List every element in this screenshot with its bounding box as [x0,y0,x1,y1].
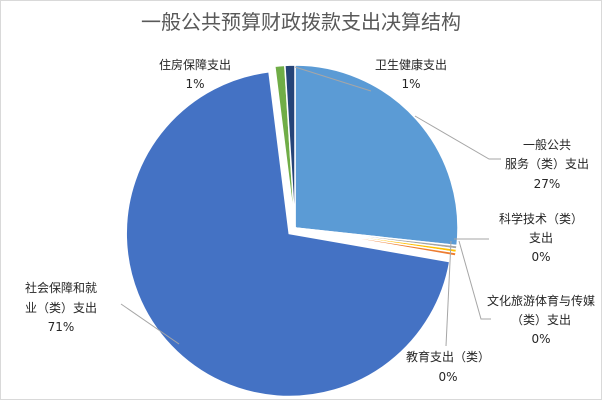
data-label-education-value: 0% [438,370,457,384]
data-label-social-security-name-line1: 社会保障和就 [25,280,97,295]
data-label-education-name: 教育支出（类） [406,349,490,364]
data-label-health: 卫生健康支出 1% [375,57,447,91]
data-label-social-security-value: 71% [48,320,75,334]
data-label-health-value: 1% [401,77,420,91]
data-label-science-tech: 科学技术（类） 支出 0% [499,211,583,264]
data-label-culture-name-line1: 文化旅游体育与传媒 [487,293,595,308]
leader-lines [120,66,501,347]
pie-slice-3 [294,227,457,257]
data-label-science-tech-name-line2: 支出 [529,231,553,245]
data-label-science-tech-value: 0% [531,250,550,264]
data-label-science-tech-name-line1: 科学技术（类） [499,211,583,226]
data-label-housing: 住房保障支出 1% [159,57,231,91]
pie-slice-6 [284,64,296,229]
leader-line-general-public-services [414,115,501,160]
data-label-education: 教育支出（类） 0% [406,349,490,384]
data-label-culture: 文化旅游体育与传媒 （类）支出 0% [487,293,595,346]
data-label-health-name: 卫生健康支出 [375,57,447,72]
leader-line-culture [458,240,491,320]
pie-slice-0 [294,64,459,247]
data-label-culture-name-line2: （类）支出 [511,313,571,327]
data-label-social-security-name-line2: 业（类）支出 [25,301,97,315]
chart-title: 一般公共预算财政拨款支出决算结构 [141,10,461,34]
data-label-housing-value: 1% [185,77,204,91]
data-label-culture-value: 0% [531,332,550,346]
pie-slices [125,64,459,398]
data-label-housing-name: 住房保障支出 [159,57,231,72]
data-label-general-public-services-value: 27% [534,177,561,191]
leader-line-social-security [120,303,180,345]
data-label-general-public-services: 一般公共 服务（类）支出 27% [505,137,589,191]
leader-line-health [294,66,372,92]
pie-slice-4 [125,70,451,398]
data-label-social-security: 社会保障和就 业（类）支出 71% [25,280,97,334]
leader-line-education [445,240,452,347]
data-label-general-public-services-name-line2: 服务（类）支出 [505,156,589,171]
data-label-general-public-services-name-line1: 一般公共 [523,137,571,152]
